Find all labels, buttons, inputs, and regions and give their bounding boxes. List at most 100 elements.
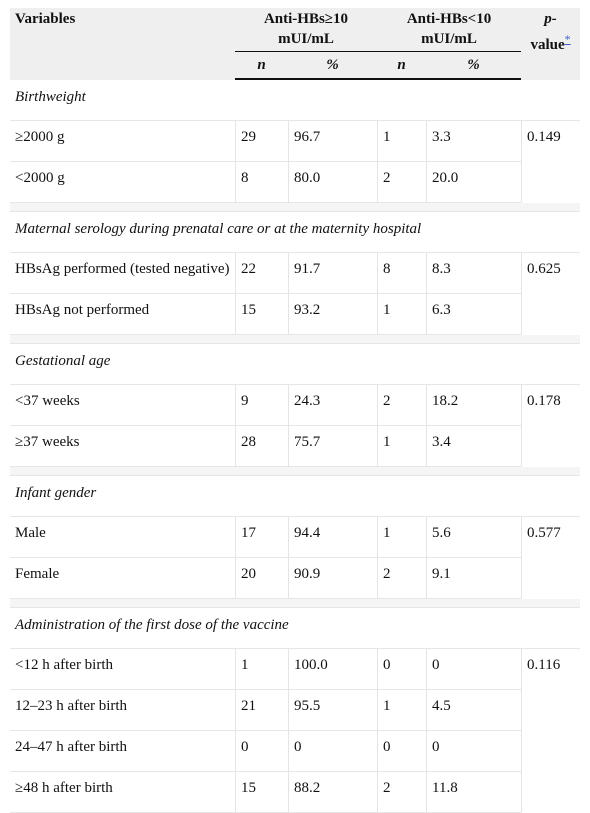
table-row: HBsAg performed (tested negative) 22 91.7 8… (10, 253, 581, 335)
cell-pct-high: 90.9 (288, 558, 378, 599)
table-row: <12 h after birth 1 100.0 0 0 0.116 (10, 649, 581, 813)
cell-n-low: 1 (377, 121, 427, 162)
cell-pct-low: 18.2 (426, 385, 522, 426)
cell-pct-low: 4.5 (426, 690, 522, 731)
cell-n-high: 9 (235, 385, 288, 426)
cell-pct-low: 20.0 (426, 162, 522, 203)
section-title: Administration of the first dose of the … (10, 608, 581, 649)
cell-pvalue: 0.149 (521, 121, 581, 203)
cell-n-high: 28 (235, 426, 288, 467)
cell-pct-high: 96.7 (288, 121, 378, 162)
spacer-cell (10, 467, 581, 476)
cell-n-low: 1 (377, 517, 427, 558)
cell-pct-high: 75.7 (288, 426, 378, 467)
cell-n-low: 2 (377, 385, 427, 426)
cell-pvalue: 0.577 (521, 517, 581, 599)
footnote-link[interactable]: * (564, 32, 571, 46)
header-group-high-line1: Anti-HBs≥10 (263, 11, 349, 27)
table-header: Variables Anti-HBs≥10 mUI/mL Anti-HBs<10… (10, 8, 581, 80)
header-pvalue-line1: p- (544, 11, 557, 27)
cell-pct-high: 0 (288, 731, 378, 772)
table-container: Variables Anti-HBs≥10 mUI/mL Anti-HBs<10… (10, 8, 581, 813)
section-title: Birthweight (10, 80, 581, 121)
table-body: Birthweight ≥2000 g 29 96.7 1 3.3 0.149 <2000 g… (10, 80, 581, 813)
cell-pct-low: 3.3 (426, 121, 522, 162)
table-row: <37 weeks 9 24.3 2 18.2 0.178 (10, 385, 581, 467)
table-row: ≥2000 g 29 96.7 1 3.3 0.149 (10, 121, 581, 203)
cell-pct-high: 95.5 (288, 690, 378, 731)
table-row: ≥37 weeks 28 75.7 1 3.4 (10, 426, 580, 467)
cell-pct-low: 0 (426, 649, 522, 690)
header-n-high: n (235, 52, 288, 80)
cell-n-high: 29 (235, 121, 288, 162)
section-title: Infant gender (10, 476, 581, 517)
spacer-cell (10, 203, 581, 212)
cell-n-low: 1 (377, 690, 427, 731)
row-label: <37 weeks (10, 385, 235, 426)
row-label: ≥37 weeks (10, 426, 235, 467)
header-group-high: Anti-HBs≥10 mUI/mL (235, 8, 378, 52)
row-label: 12–23 h after birth (10, 690, 235, 731)
cell-pvalue: 0.116 (521, 649, 581, 813)
section-spacer (10, 599, 581, 608)
cell-n-low: 8 (377, 253, 427, 294)
table-row: <2000 g 8 80.0 2 20.0 (10, 162, 580, 203)
cell-n-low: 1 (377, 294, 427, 335)
table-row: ≥48 h after birth 15 88.2 2 11.8 (10, 772, 580, 813)
cell-pct-low: 6.3 (426, 294, 522, 335)
cell-n-low: 0 (377, 731, 427, 772)
cell-pct-high: 93.2 (288, 294, 378, 335)
cell-pct-high: 94.4 (288, 517, 378, 558)
row-label: ≥2000 g (10, 121, 235, 162)
cell-pct-low: 8.3 (426, 253, 522, 294)
cell-n-high: 15 (235, 294, 288, 335)
header-pct-low: % (426, 52, 522, 80)
cell-n-low: 2 (377, 558, 427, 599)
spacer-cell (10, 599, 581, 608)
section-header: Birthweight (10, 80, 581, 121)
header-pvalue-line2: value (530, 37, 565, 53)
table-row: Female 20 90.9 2 9.1 (10, 558, 580, 599)
header-group-high-line2: mUI/mL (278, 31, 334, 47)
cell-n-high: 15 (235, 772, 288, 813)
row-label: HBsAg not performed (10, 294, 235, 335)
row-label: ≥48 h after birth (10, 772, 235, 813)
header-variables: Variables (10, 8, 235, 80)
cell-pct-high: 24.3 (288, 385, 378, 426)
cell-pct-low: 11.8 (426, 772, 522, 813)
table-row: 24–47 h after birth 0 0 0 0 (10, 731, 580, 772)
cell-pct-high: 80.0 (288, 162, 378, 203)
cell-pct-low: 0 (426, 731, 522, 772)
section-spacer (10, 335, 581, 344)
header-group-low-line1: Anti-HBs<10 (406, 11, 492, 27)
cell-pvalue: 0.625 (521, 253, 581, 335)
section-spacer (10, 467, 581, 476)
section-header: Infant gender (10, 476, 581, 517)
table-row: HBsAg not performed 15 93.2 1 6.3 (10, 294, 580, 335)
table-row: 12–23 h after birth 21 95.5 1 4.5 (10, 690, 580, 731)
cell-n-low: 0 (377, 649, 427, 690)
section-header: Administration of the first dose of the … (10, 608, 581, 649)
cell-n-high: 8 (235, 162, 288, 203)
cell-n-low: 2 (377, 772, 427, 813)
header-group-low-line2: mUI/mL (421, 31, 477, 47)
cell-n-high: 1 (235, 649, 288, 690)
cell-n-high: 0 (235, 731, 288, 772)
cell-pvalue: 0.178 (521, 385, 581, 467)
header-pct-high: % (288, 52, 378, 80)
cell-n-low: 2 (377, 162, 427, 203)
section-header: Gestational age (10, 344, 581, 385)
row-label: <2000 g (10, 162, 235, 203)
section-spacer (10, 203, 581, 212)
cell-n-high: 21 (235, 690, 288, 731)
cell-pct-high: 88.2 (288, 772, 378, 813)
section-title: Maternal serology during prenatal care o… (10, 212, 581, 253)
row-label: Female (10, 558, 235, 599)
section-title: Gestational age (10, 344, 581, 385)
spacer-cell (10, 335, 581, 344)
cell-n-low: 1 (377, 426, 427, 467)
cell-n-high: 20 (235, 558, 288, 599)
row-label: 24–47 h after birth (10, 731, 235, 772)
cell-n-high: 22 (235, 253, 288, 294)
cell-pct-low: 3.4 (426, 426, 522, 467)
